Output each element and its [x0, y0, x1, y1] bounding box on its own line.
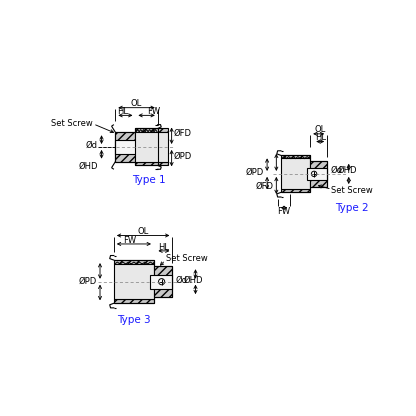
Bar — [310, 161, 327, 187]
Bar — [114, 300, 154, 303]
Bar — [114, 260, 154, 264]
Text: Ød: Ød — [86, 141, 98, 150]
Bar — [136, 129, 168, 131]
Text: ØHD: ØHD — [78, 162, 98, 171]
Text: Type 2: Type 2 — [335, 203, 369, 213]
Bar — [281, 158, 310, 189]
Bar — [307, 168, 327, 180]
Bar — [154, 266, 172, 297]
Text: FW: FW — [124, 235, 136, 245]
Text: Type 3: Type 3 — [117, 315, 151, 325]
Text: Set Screw: Set Screw — [331, 186, 373, 196]
Text: Type 1: Type 1 — [132, 175, 166, 185]
Text: Set Screw: Set Screw — [166, 254, 208, 263]
Text: HL: HL — [158, 243, 168, 252]
Text: HL: HL — [315, 133, 326, 142]
Text: Ød: Ød — [330, 166, 342, 175]
Bar — [136, 162, 168, 166]
Text: ØHD: ØHD — [184, 276, 203, 285]
Bar — [114, 264, 154, 300]
Text: OL: OL — [314, 126, 326, 134]
Bar — [136, 131, 168, 162]
Text: ØFD: ØFD — [255, 182, 273, 191]
Text: FW: FW — [147, 107, 160, 116]
Text: ØPD: ØPD — [174, 152, 192, 161]
Bar — [281, 156, 310, 158]
Text: Set Screw: Set Screw — [51, 119, 92, 128]
Text: Ød: Ød — [176, 276, 188, 285]
Text: OL: OL — [138, 227, 149, 236]
Text: FW: FW — [277, 207, 291, 216]
Bar — [115, 132, 136, 161]
Text: ØPD: ØPD — [79, 277, 97, 286]
Bar — [281, 189, 310, 192]
Text: HL: HL — [117, 107, 128, 116]
Text: OL: OL — [131, 99, 142, 108]
Bar — [150, 275, 172, 289]
Text: ØPD: ØPD — [246, 168, 264, 177]
Text: ØFD: ØFD — [174, 129, 192, 138]
Text: ØHD: ØHD — [338, 166, 357, 175]
Bar — [115, 140, 139, 154]
